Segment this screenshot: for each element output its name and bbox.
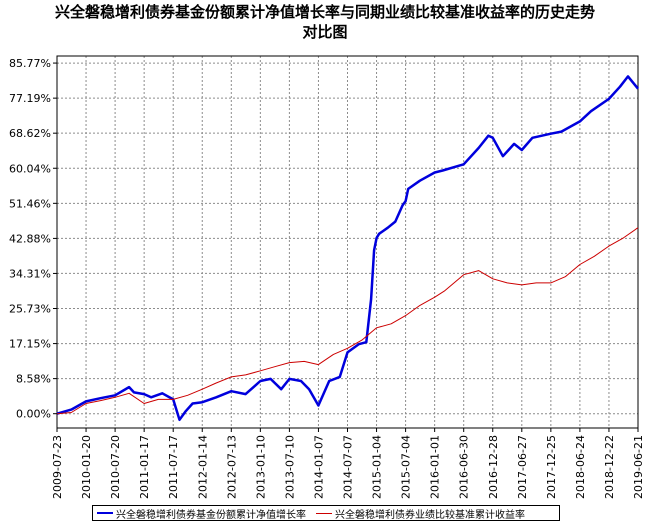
chart-title-line-2: 对比图 [302,23,348,41]
y-tick-label: 51.46% [9,197,51,210]
series-line-1 [56,227,639,415]
x-tick-label: 2015-07-04 [400,435,413,499]
legend-label-benchmark: 兴全磐稳增利债券业绩比较基准累计收益率 [335,509,525,521]
chart-title: 兴全磐稳增利债券基金份额累计净值增长率与同期业绩比较基准收益率的历史走势 对比图 [0,2,650,42]
x-tick-label: 2013-01-10 [254,435,267,499]
y-tick-label: 60.04% [9,162,51,175]
grid-lines [56,56,639,428]
y-tick-label: 25.73% [9,303,51,316]
y-tick-label: 77.19% [9,92,51,105]
legend-label-fund: 兴全磐稳增利债券基金份额累计净值增长率 [116,509,306,521]
x-tick-label: 2014-07-07 [342,435,355,499]
x-axis: 2009-07-23 2010-01-20 2010-07-20 2011-01-17… [51,428,645,499]
x-tick-label: 2009-07-23 [51,435,64,499]
x-tick-label: 2010-01-20 [80,435,93,499]
x-tick-label: 2019-06-21 [632,435,645,499]
x-tick-label: 2017-12-25 [545,435,558,499]
x-tick-label: 2015-01-04 [371,435,384,499]
x-tick-label: 2014-01-07 [312,435,325,499]
x-tick-label: 2016-12-28 [487,435,500,499]
x-tick-label: 2011-01-17 [138,435,151,499]
x-tick-label: 2018-12-22 [603,435,616,499]
x-tick-label: 2016-01-01 [429,435,442,499]
x-tick-label: 2017-06-27 [516,435,529,499]
y-tick-label: 42.88% [9,232,51,245]
y-tick-label: 17.15% [9,338,51,351]
x-tick-label: 2018-06-24 [574,435,587,499]
legend-swatch-benchmark [316,512,332,514]
chart-title-line-1: 兴全磐稳增利债券基金份额累计净值增长率与同期业绩比较基准收益率的历史走势 [54,3,595,21]
legend-item-benchmark: 兴全磐稳增利债券业绩比较基准累计收益率 [316,506,525,521]
series-line-0 [56,75,639,422]
x-tick-label: 2016-06-30 [458,435,471,499]
x-tick-label: 2011-07-17 [167,435,180,499]
legend-swatch-fund [97,512,113,514]
series-layer [56,75,639,422]
y-tick-label: 68.62% [9,127,51,140]
x-tick-label: 2010-07-20 [109,435,122,499]
x-tick-label: 2013-07-10 [283,435,296,499]
y-tick-label: 8.58% [16,373,51,386]
y-tick-label: 85.77% [9,57,51,70]
y-axis: 85.77% 77.19% 68.62% 60.04% 51.46% 42.88% 34.3… [9,57,57,421]
x-tick-label: 2012-01-14 [196,435,209,499]
legend: 兴全磐稳增利债券基金份额累计净值增长率 兴全磐稳增利债券业绩比较基准累计收益率 [92,505,560,521]
legend-item-fund: 兴全磐稳增利债券基金份额累计净值增长率 [97,506,306,521]
y-tick-label: 34.31% [9,267,51,280]
y-tick-label: 0.00% [16,408,51,421]
x-tick-label: 2012-07-13 [225,435,238,499]
